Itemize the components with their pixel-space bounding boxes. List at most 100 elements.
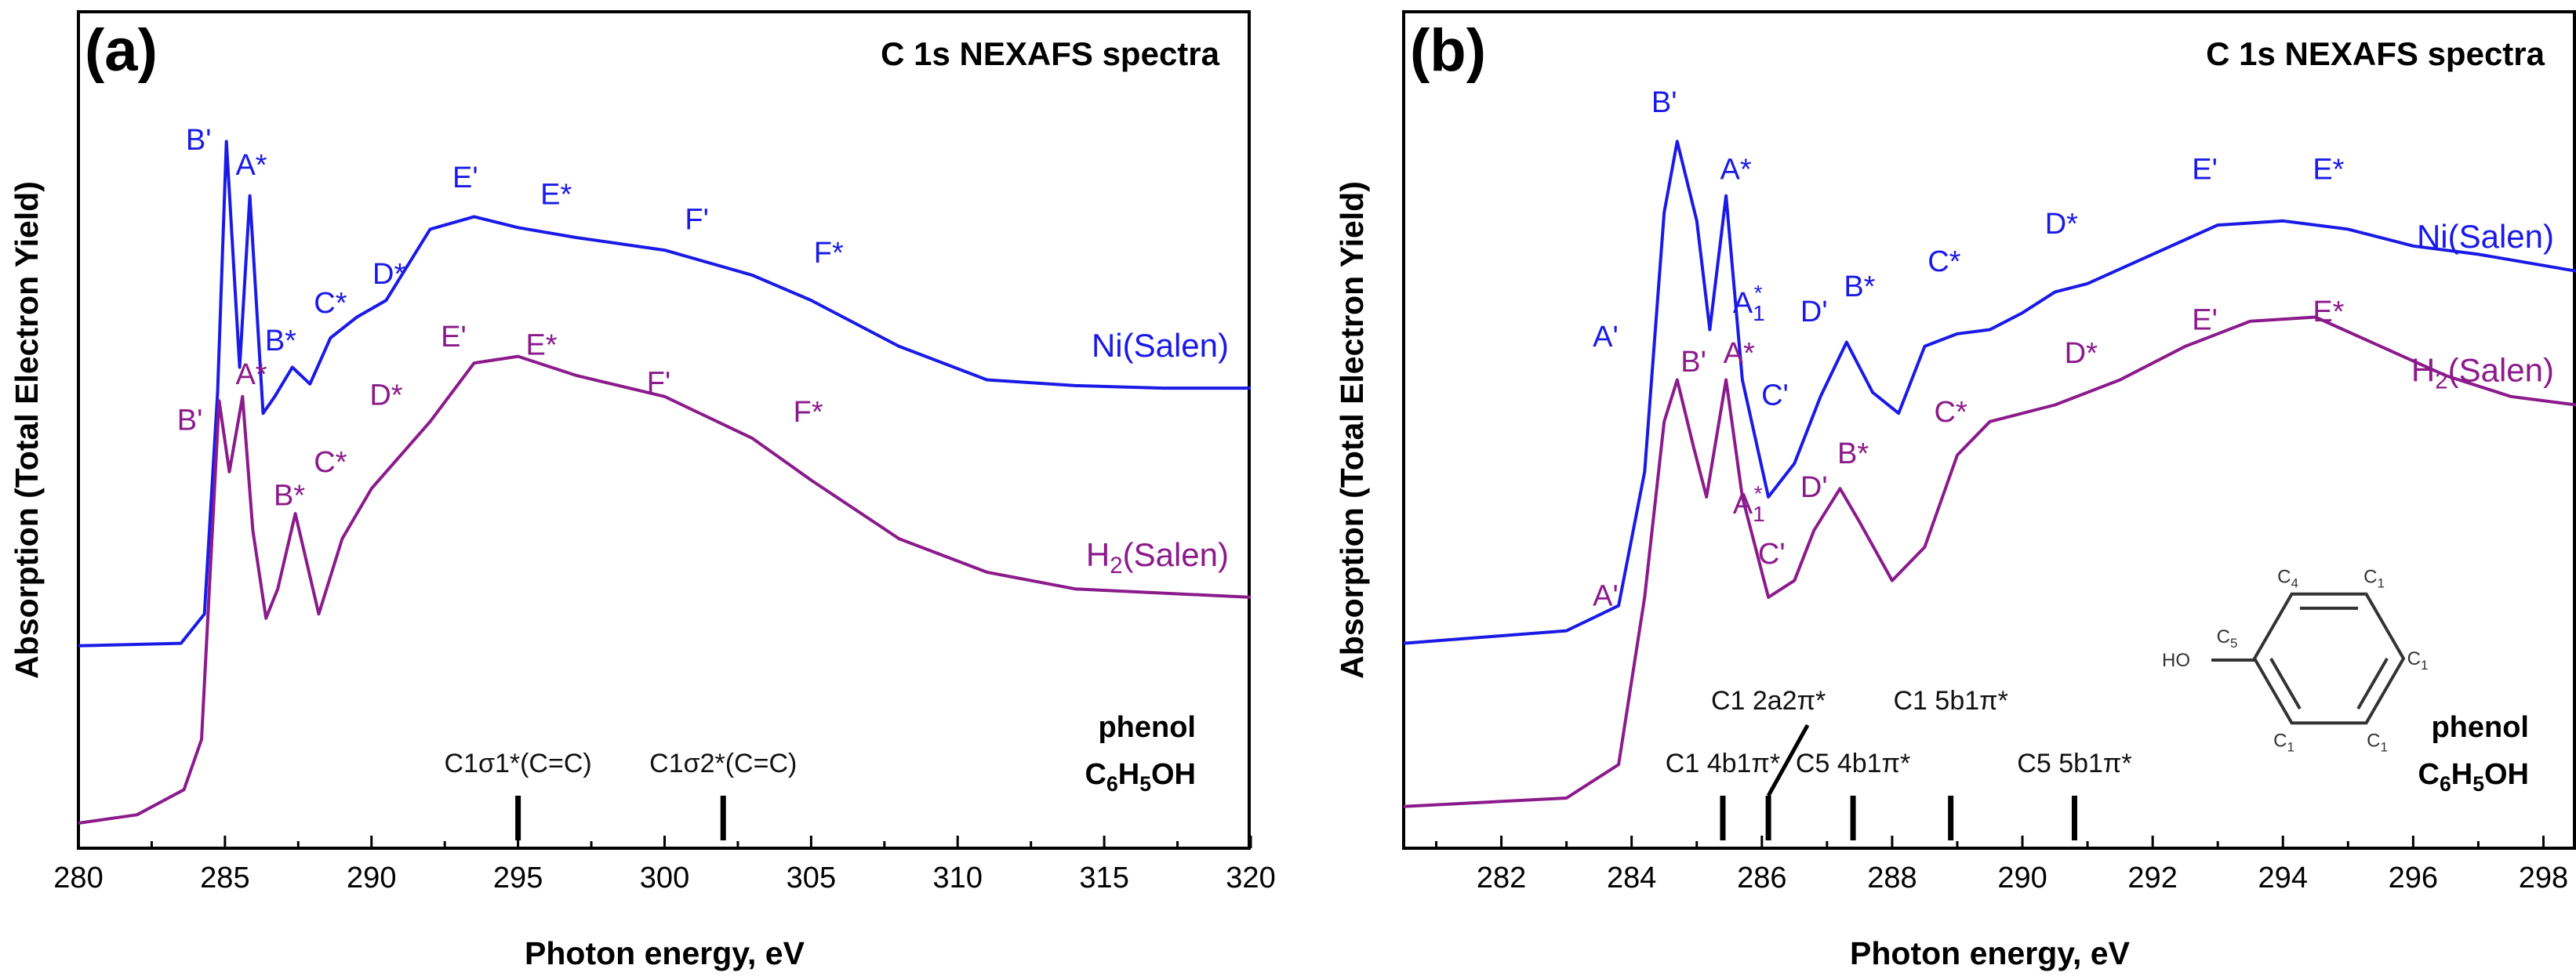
curve-label: Ni(Salen) (1092, 327, 1229, 364)
x-tick-label: 315 (1079, 862, 1128, 894)
x-tick-label: 290 (347, 862, 396, 894)
plot-frame (77, 10, 1251, 850)
panel-a: 280 285 290 295 300 305 310 315 320 Photon energy… (9, 10, 1276, 971)
plot-frame (1402, 10, 2576, 850)
peak-label: F' (647, 366, 670, 399)
peak-label: B* (265, 325, 296, 357)
phenol-atom-label: C5 (2217, 626, 2238, 651)
x-tick-label: 292 (2127, 862, 2177, 894)
y-axis-title: Absorption (Total Electron Yield) (9, 181, 45, 679)
panel-label: (b) (1410, 17, 1486, 84)
phenol-formula: C6H5OH (1085, 758, 1197, 796)
phenol-label: phenol (2431, 711, 2529, 744)
peak-label: E* (2313, 153, 2344, 186)
phenol-atom-label: HO (2162, 650, 2190, 671)
peak-label: D* (372, 258, 405, 291)
x-tick-label: 320 (1226, 862, 1275, 894)
peak-label: B* (274, 480, 305, 513)
x-tick-label: 285 (200, 862, 249, 894)
phenol-label: phenol (1098, 711, 1196, 744)
phenol-ring (2252, 592, 2406, 725)
peak-label: E* (2313, 296, 2344, 328)
peak-label: B* (1837, 437, 1869, 470)
peak-label: A' (1593, 580, 1619, 613)
peak-label: E' (441, 321, 467, 354)
x-tick-label: 284 (1607, 862, 1656, 894)
spectrum-line-nisalen (1403, 140, 2576, 645)
peak-label: B' (177, 405, 203, 437)
peak-label: A' (1593, 321, 1619, 354)
peak-label: E' (2192, 153, 2218, 186)
peak-label: A* (235, 149, 267, 182)
peak-label: A* (235, 358, 267, 391)
spectrum-line-nisalen (78, 140, 1251, 648)
x-tick-label: 310 (933, 862, 983, 894)
reference-label: C1σ1*(C=C) (445, 749, 592, 778)
panel-b: 282 284 286 288 290 292 294 296 298 Photon energy… (1334, 10, 2576, 971)
x-tick-label: 305 (787, 862, 836, 894)
peak-label: A* (1724, 337, 1755, 370)
reference-label: C5 4b1π* (1796, 749, 1910, 778)
spectrum-line-h2salen (78, 354, 1252, 825)
x-tick-label: 288 (1867, 862, 1917, 894)
phenol-formula: C6H5OH (2418, 758, 2530, 796)
peak-label: E* (525, 328, 557, 361)
peak-label: C' (1761, 379, 1789, 412)
x-axis-title: Photon energy, eV (1850, 935, 2131, 971)
peak-label: D* (369, 379, 402, 412)
peak-label: E' (452, 161, 478, 194)
peak-label: E* (540, 178, 572, 211)
curve-label: H2(Salen) (1086, 536, 1229, 579)
peak-label: D* (2045, 208, 2078, 241)
x-axis-title: Photon energy, eV (525, 935, 805, 971)
x-tick-label: 294 (2258, 862, 2308, 894)
spectrum-line-h2salen (1403, 315, 2576, 808)
y-axis-title: Absorption (Total Electron Yield) (1334, 181, 1370, 679)
x-tick-label: 298 (2519, 862, 2568, 894)
curve-label: Ni(Salen) (2417, 218, 2554, 255)
x-tick-label: 280 (53, 862, 103, 894)
peak-label: C* (314, 287, 347, 320)
phenol-atom-label: C1 (2363, 567, 2385, 591)
peak-label: B' (186, 124, 212, 157)
peak-label: F* (794, 396, 823, 429)
x-tick-label: 286 (1737, 862, 1786, 894)
panel-title: C 1s NEXAFS spectra (881, 35, 1219, 72)
phenol-double-bond (2269, 657, 2302, 710)
peak-label: A* (1720, 153, 1752, 186)
reference-label: C1 2a2π* (1711, 686, 1826, 716)
x-tick-label: 295 (493, 862, 543, 894)
reference-label: C1σ2*(C=C) (649, 749, 797, 778)
phenol-atom-label: C1 (2407, 648, 2429, 673)
x-tick-label: 282 (1477, 862, 1526, 894)
peak-label: F* (814, 237, 844, 270)
peak-label: C* (1927, 245, 1960, 278)
panel-title: C 1s NEXAFS spectra (2206, 35, 2545, 72)
peak-label: B' (1680, 346, 1706, 379)
peak-label: A1* (1733, 281, 1765, 325)
panel-label: (a) (85, 17, 158, 84)
phenol-double-bond (2356, 657, 2389, 710)
peak-label: D* (2065, 337, 2098, 370)
x-tick-label: 296 (2389, 862, 2438, 894)
x-tick-label: 290 (1997, 862, 2047, 894)
phenol-atom-label: C1 (2367, 730, 2388, 754)
peak-label: E' (2192, 303, 2218, 336)
peak-label: A1* (1733, 481, 1765, 526)
peak-label: B* (1844, 270, 1875, 303)
peak-label: F' (685, 203, 708, 236)
curve-label: H2(Salen) (2411, 351, 2554, 394)
peak-label: C* (314, 446, 347, 479)
peak-label: C' (1758, 538, 1786, 571)
x-tick-label: 300 (640, 862, 689, 894)
phenol-atom-label: C1 (2273, 730, 2294, 754)
peak-label: D' (1800, 471, 1828, 504)
reference-label: C5 5b1π* (2017, 749, 2131, 778)
reference-label: C1 4b1π* (1666, 749, 1780, 778)
reference-label: C1 5b1π* (1894, 686, 2008, 716)
phenol-atom-label: C4 (2277, 567, 2298, 591)
peak-label: D' (1800, 296, 1828, 328)
reference-leader (1766, 724, 1810, 797)
peak-label: B' (1651, 86, 1677, 119)
